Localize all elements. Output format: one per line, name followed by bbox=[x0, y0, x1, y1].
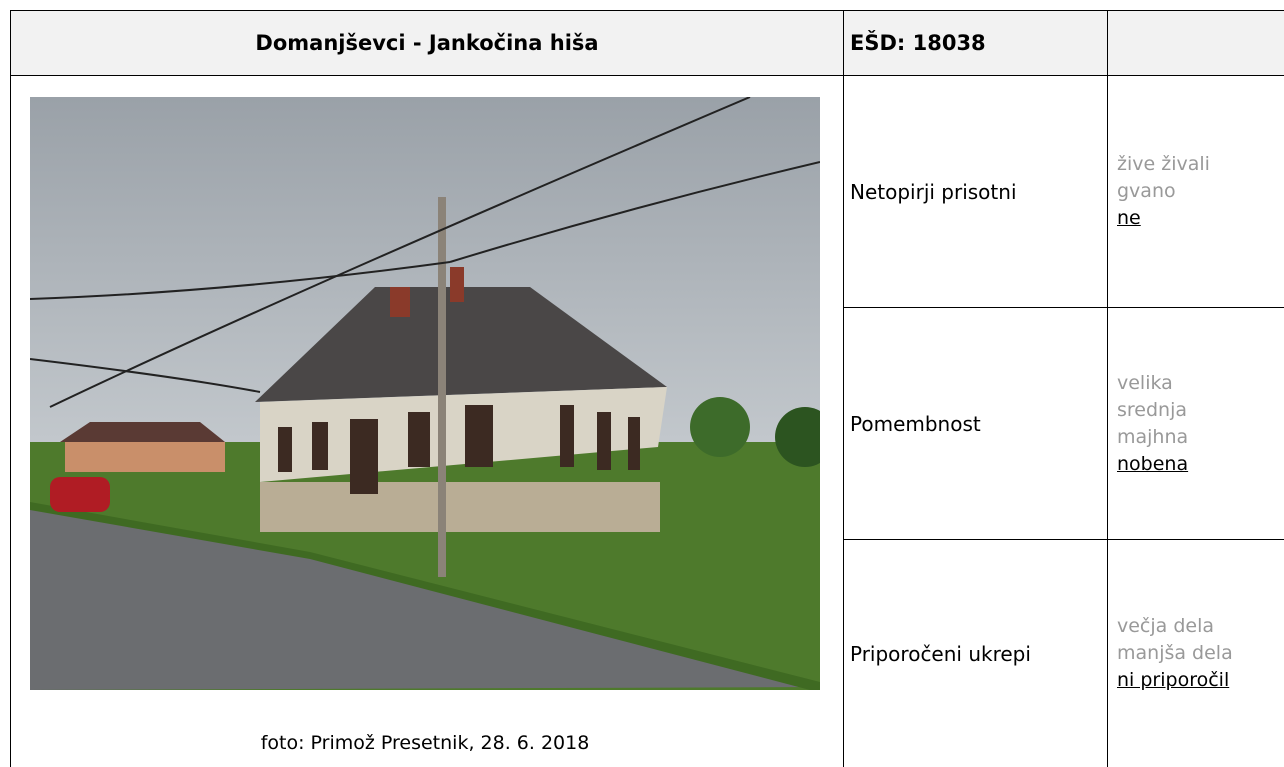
photo-caption: foto: Primož Presetnik, 28. 6. 2018 bbox=[30, 732, 820, 754]
option: majhna bbox=[1117, 424, 1188, 451]
row-label-cell: Priporočeni ukrepi bbox=[843, 539, 1108, 767]
option: večja dela bbox=[1117, 613, 1214, 640]
empty-cell bbox=[1107, 10, 1284, 76]
option: gvano bbox=[1117, 178, 1176, 205]
row-label: Pomembnost bbox=[850, 412, 981, 436]
row-label-cell: Netopirji prisotni bbox=[843, 75, 1108, 308]
photo bbox=[30, 97, 820, 690]
row-label-cell: Pomembnost bbox=[843, 307, 1108, 540]
code-cell: EŠD: 18038 bbox=[843, 10, 1108, 76]
row-label: Priporočeni ukrepi bbox=[850, 642, 1031, 666]
selected-option: ni priporočil bbox=[1117, 667, 1229, 694]
option: velika bbox=[1117, 370, 1173, 397]
selected-option: nobena bbox=[1117, 451, 1188, 478]
option: srednja bbox=[1117, 397, 1187, 424]
title: Domanjševci - Jankočina hiša bbox=[255, 31, 598, 55]
page: Domanjševci - Jankočina hiša EŠD: 18038 … bbox=[0, 0, 1284, 767]
title-cell: Domanjševci - Jankočina hiša bbox=[10, 10, 844, 76]
code: EŠD: 18038 bbox=[850, 31, 986, 55]
option: manjša dela bbox=[1117, 640, 1233, 667]
selected-option: ne bbox=[1117, 205, 1141, 232]
row-label: Netopirji prisotni bbox=[850, 180, 1017, 204]
option: žive živali bbox=[1117, 151, 1210, 178]
